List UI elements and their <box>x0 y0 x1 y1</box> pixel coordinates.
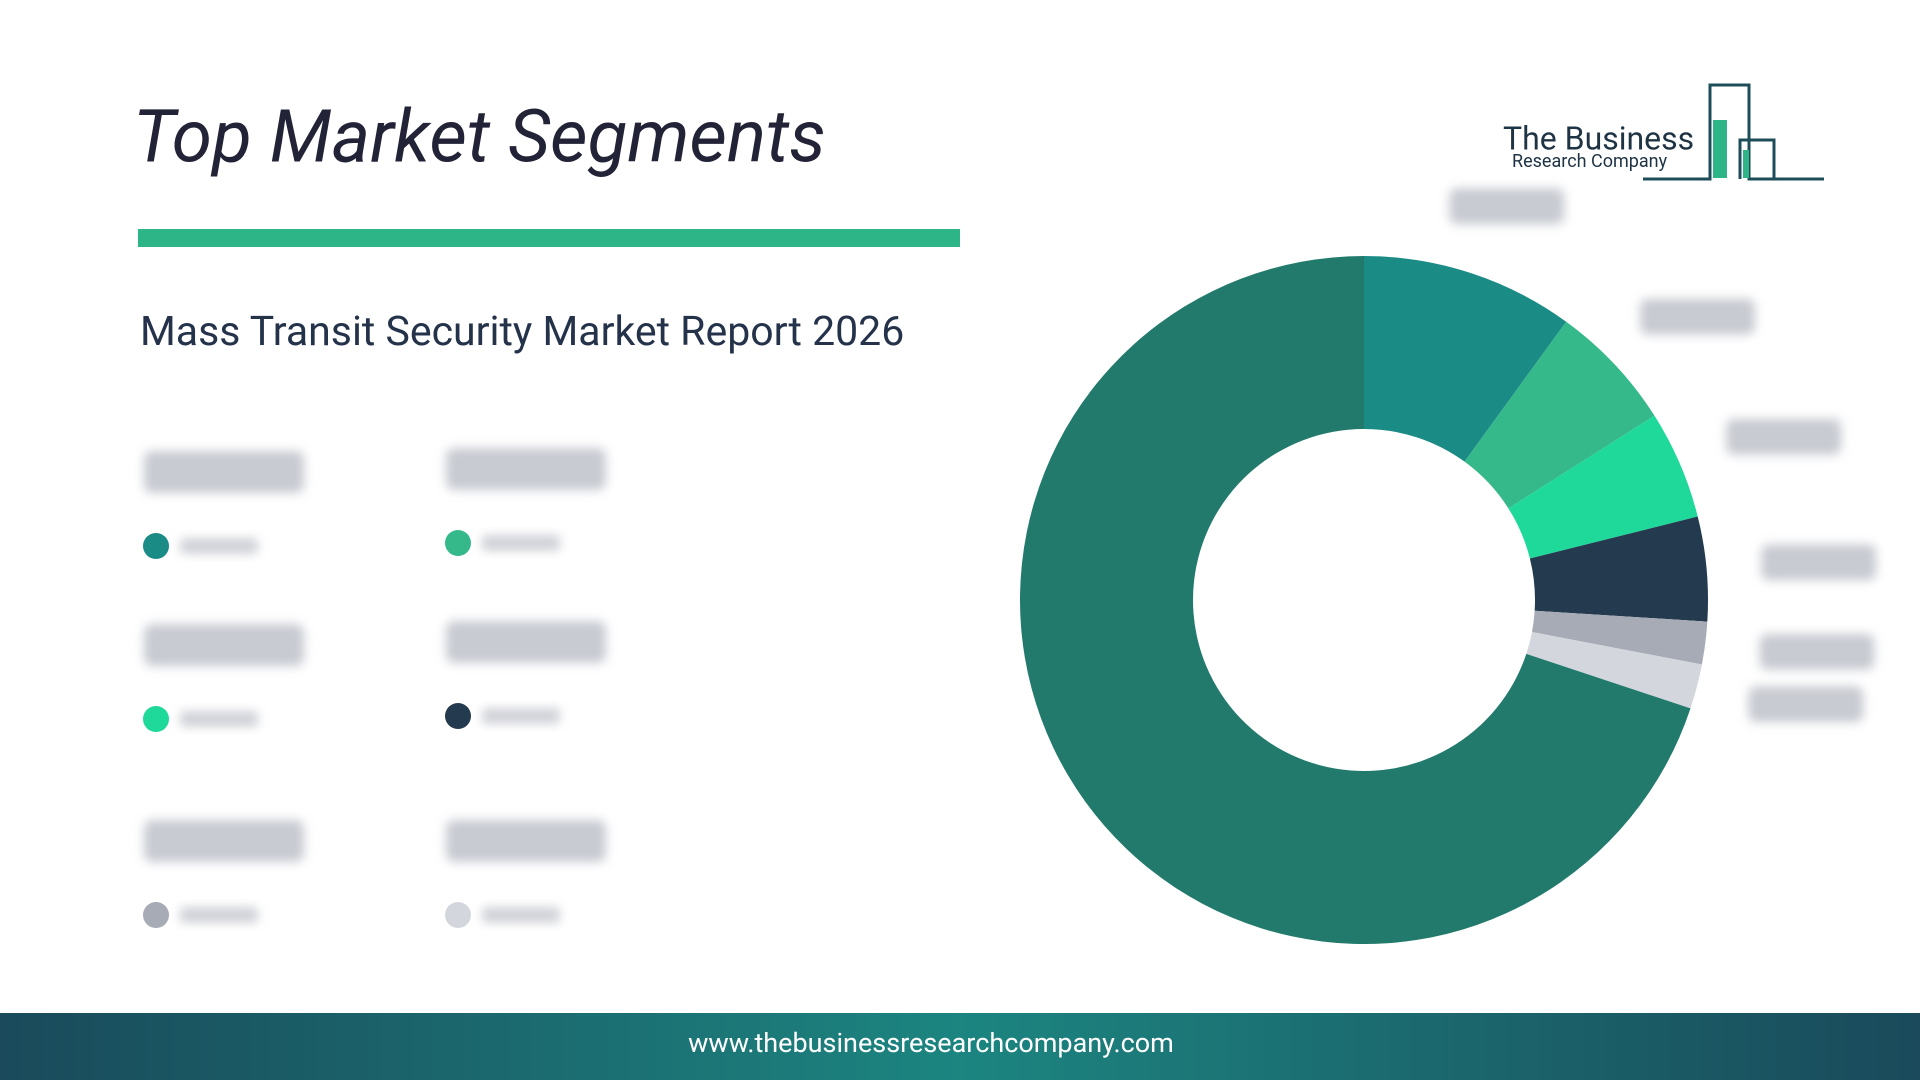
legend-swatch <box>445 530 471 556</box>
legend <box>143 448 606 928</box>
footer <box>0 1013 1920 1080</box>
blurred-label <box>1639 298 1755 335</box>
logo-bar <box>1743 150 1749 178</box>
donut-slice <box>1464 321 1655 509</box>
blurred-value <box>446 820 606 862</box>
blurred-name <box>180 538 258 554</box>
blurred-value <box>144 451 304 493</box>
donut-slice <box>1531 610 1708 665</box>
legend-swatch <box>143 706 169 732</box>
blurred-name <box>482 535 560 551</box>
logo-outline <box>1738 138 1776 179</box>
logo-bar <box>1713 120 1727 178</box>
logo-outline <box>1643 83 1824 181</box>
donut-slice <box>1020 255 1691 945</box>
donut-chart <box>1020 188 1877 945</box>
blurred-name <box>180 711 258 727</box>
blurred-name <box>482 907 560 923</box>
donut-slice <box>1526 632 1702 709</box>
blurred-value <box>446 448 606 490</box>
blurred-value <box>446 621 606 663</box>
page-title: Top Market Segments <box>133 93 826 179</box>
blurred-name <box>180 907 258 923</box>
title-underline <box>138 229 960 247</box>
donut-slice <box>1529 516 1708 622</box>
blurred-label <box>1761 544 1877 581</box>
logo-name: The Business <box>1503 119 1694 157</box>
blurred-label <box>1748 686 1864 723</box>
logo-tagline: Research Company <box>1512 151 1668 172</box>
blurred-label <box>1759 633 1875 670</box>
donut-slice <box>1364 256 1567 462</box>
blurred-name <box>482 708 560 724</box>
blurred-label <box>1449 188 1565 225</box>
subtitle: Mass Transit Security Market Report 2026 <box>140 308 904 356</box>
legend-swatch <box>445 902 471 928</box>
donut-slice <box>1508 415 1698 559</box>
footer-url: www.thebusinessresearchcompany.com <box>688 1027 1174 1059</box>
legend-swatch <box>143 533 169 559</box>
blurred-label <box>1726 418 1842 455</box>
blurred-value <box>144 624 304 666</box>
blurred-value <box>144 820 304 862</box>
legend-swatch <box>445 703 471 729</box>
logo: The Business Research Company <box>1503 83 1824 181</box>
legend-swatch <box>143 902 169 928</box>
